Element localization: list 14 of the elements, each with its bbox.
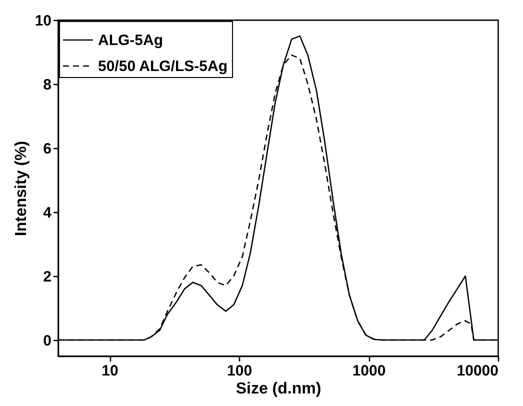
y-tick-label: 2 bbox=[43, 268, 52, 286]
x-tick-label: 100 bbox=[227, 362, 252, 380]
y-tick-label: 4 bbox=[43, 204, 52, 222]
x-tick-label: 1000 bbox=[352, 362, 386, 380]
x-tick-label: 10000 bbox=[456, 362, 498, 380]
y-axis-title: Intensity (%) bbox=[12, 140, 30, 236]
legend-label: 50/50 ALG/LS-5Ag bbox=[98, 58, 228, 75]
x-tick-label: 10 bbox=[102, 362, 118, 380]
x-axis-title: Size (d.nm) bbox=[236, 380, 322, 398]
y-tick-label: 6 bbox=[43, 140, 52, 158]
y-tick-label: 0 bbox=[43, 332, 52, 350]
y-tick-label: 8 bbox=[43, 76, 52, 94]
y-tick-label: 10 bbox=[34, 12, 52, 30]
legend-label: ALG-5Ag bbox=[98, 32, 163, 49]
